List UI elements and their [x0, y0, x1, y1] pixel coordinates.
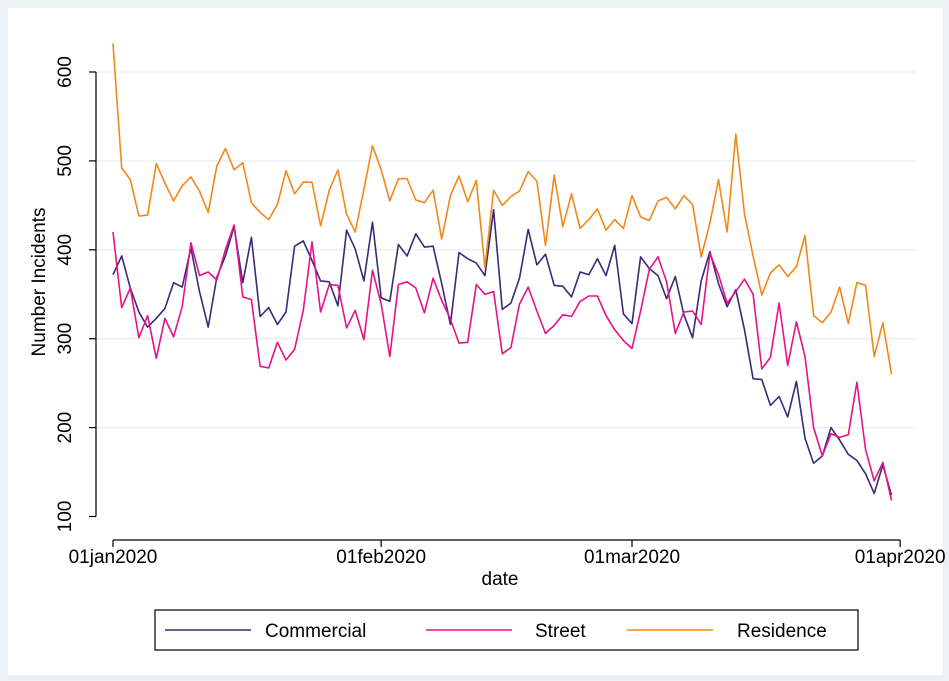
x-tick-label: 01mar2020: [584, 547, 680, 568]
x-tick-label: 01feb2020: [336, 547, 426, 568]
y-tick-label: 600: [55, 56, 76, 88]
legend-label-residence: Residence: [737, 621, 827, 642]
gridlines: [96, 71, 916, 429]
x-tick-label: 01apr2020: [855, 547, 946, 568]
series-line-residence: [112, 43, 893, 375]
y-tick-label: 200: [55, 412, 76, 444]
x-tick-label: 01jan2020: [69, 547, 158, 568]
legend-label-commercial: Commercial: [265, 621, 366, 642]
y-tick-label: 100: [55, 501, 76, 533]
series-line-street: [112, 224, 893, 501]
legend-label-street: Street: [535, 621, 586, 642]
y-tick-label: 400: [55, 234, 76, 266]
axes: 100 200 300 400 500 600 01jan2020 01feb2020 01ma…: [55, 56, 946, 568]
y-tick-label: 300: [55, 323, 76, 355]
x-axis-title: date: [482, 569, 519, 590]
legend: Commercial Street Residence: [154, 609, 859, 651]
figure-panel: [8, 8, 943, 675]
series-lines: [112, 43, 893, 501]
y-axis-title: Number Incidents: [29, 208, 50, 357]
y-tick-label: 500: [55, 145, 76, 177]
series-line-commercial: [112, 209, 893, 496]
